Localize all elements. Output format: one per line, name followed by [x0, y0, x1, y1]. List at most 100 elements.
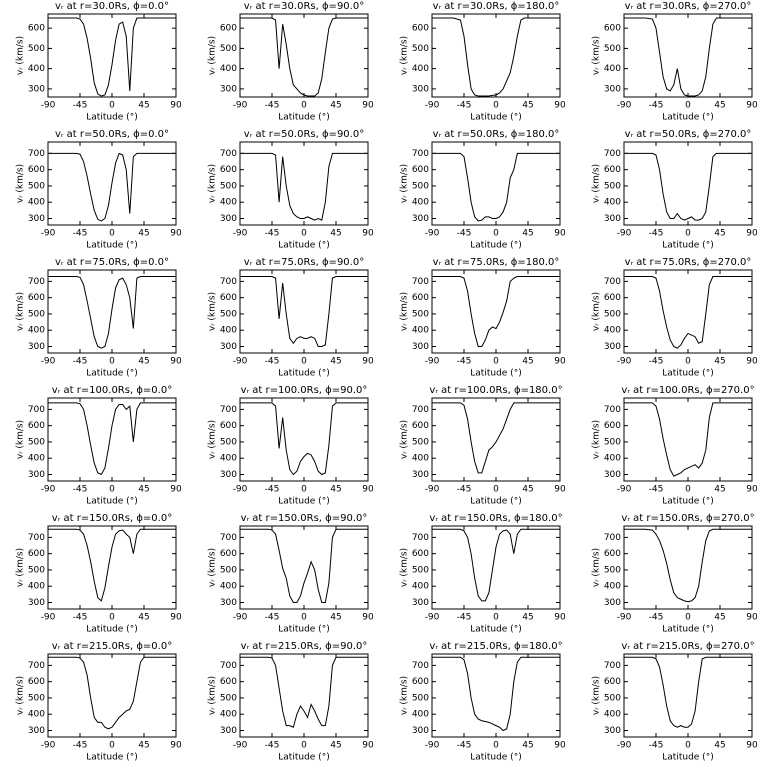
- y-tick-label: 700: [604, 661, 621, 671]
- y-tick-label: 600: [220, 677, 237, 687]
- x-tick-label: -45: [265, 741, 280, 751]
- panel: vᵣ at r=215.0Rs, ϕ=0.0° -90 -45 0 45 90 300 400…: [16, 641, 182, 763]
- y-tick-label: 700: [28, 149, 45, 159]
- data-line: [624, 656, 752, 728]
- panel: vᵣ at r=75.0Rs, ϕ=270.0° -90 -45 0 45 90 300 40…: [592, 257, 758, 379]
- y-tick-label: 300: [220, 726, 237, 736]
- y-tick-label: 300: [28, 214, 45, 224]
- x-tick-label: 90: [170, 741, 182, 751]
- chart-title: vᵣ at r=50.0Rs, ϕ=0.0°: [55, 129, 169, 140]
- x-tick-label: 0: [301, 229, 307, 239]
- y-tick-label: 600: [28, 549, 45, 559]
- plot-frame: [239, 653, 369, 738]
- x-tick-label: 90: [362, 741, 374, 751]
- x-tick-label: -90: [41, 357, 56, 367]
- panel: vᵣ at r=50.0Rs, ϕ=90.0° -90 -45 0 45 90 300 400…: [208, 129, 374, 251]
- chart-title: vᵣ at r=50.0Rs, ϕ=180.0°: [433, 129, 560, 140]
- y-axis-label: vᵣ (km/s): [592, 36, 602, 75]
- y-tick-label: 300: [604, 726, 621, 736]
- x-axis-label: Latitude (°): [278, 369, 329, 379]
- x-tick-label: 90: [170, 229, 182, 239]
- y-tick-label: 400: [220, 582, 237, 592]
- chart-title: vᵣ at r=50.0Rs, ϕ=90.0°: [244, 129, 364, 140]
- y-tick-label: 600: [220, 293, 237, 303]
- x-tick-label: -45: [649, 485, 664, 495]
- x-axis-label: Latitude (°): [470, 113, 521, 123]
- panel: vᵣ at r=100.0Rs, ϕ=90.0° -90 -45 0 45 90 300 40…: [208, 385, 374, 507]
- y-axis-label: vᵣ (km/s): [208, 164, 218, 203]
- x-tick-label: 45: [330, 741, 341, 751]
- x-tick-label: -90: [425, 101, 440, 111]
- y-axis-label: vᵣ (km/s): [592, 292, 602, 331]
- y-axis-label: vᵣ (km/s): [16, 36, 26, 75]
- y-tick-label: 300: [604, 342, 621, 352]
- x-tick-label: 45: [138, 485, 149, 495]
- x-tick-label: 90: [554, 229, 566, 239]
- x-tick-label: -45: [265, 485, 280, 495]
- x-tick-label: 45: [714, 229, 725, 239]
- x-tick-label: -90: [425, 613, 440, 623]
- y-tick-label: 400: [412, 326, 429, 336]
- x-axis-label: Latitude (°): [662, 497, 713, 507]
- x-axis-label: Latitude (°): [470, 625, 521, 635]
- panel: vᵣ at r=75.0Rs, ϕ=0.0° -90 -45 0 45 90 300 400 5…: [16, 257, 182, 379]
- y-axis-label: vᵣ (km/s): [592, 164, 602, 203]
- chart-title: vᵣ at r=100.0Rs, ϕ=90.0°: [241, 385, 368, 396]
- y-tick-label: 600: [412, 293, 429, 303]
- y-tick-label: 400: [604, 454, 621, 464]
- x-axis-label: Latitude (°): [470, 497, 521, 507]
- y-tick-label: 300: [412, 598, 429, 608]
- x-tick-label: 45: [138, 229, 149, 239]
- plot-frame: [623, 269, 753, 354]
- y-tick-label: 700: [220, 533, 237, 543]
- y-tick-label: 400: [220, 64, 237, 74]
- plot-frame: [623, 141, 753, 226]
- x-tick-label: 90: [554, 485, 566, 495]
- chart-title: vᵣ at r=100.0Rs, ϕ=0.0°: [52, 385, 172, 396]
- y-tick-label: 400: [28, 710, 45, 720]
- data-line: [48, 152, 176, 222]
- x-axis-label: Latitude (°): [662, 241, 713, 251]
- x-tick-label: 45: [138, 741, 149, 751]
- y-tick-label: 600: [28, 165, 45, 175]
- y-tick-label: 500: [412, 437, 429, 447]
- panel: vᵣ at r=100.0Rs, ϕ=180.0° -90 -45 0 45 90 300 4…: [400, 385, 566, 507]
- y-tick-label: 400: [604, 582, 621, 592]
- y-axis-label: vᵣ (km/s): [400, 164, 410, 203]
- y-tick-label: 400: [412, 64, 429, 74]
- x-tick-label: -90: [41, 485, 56, 495]
- y-tick-label: 700: [412, 661, 429, 671]
- y-tick-label: 300: [412, 470, 429, 480]
- x-tick-label: -45: [73, 229, 88, 239]
- y-tick-label: 500: [28, 181, 45, 191]
- x-axis-label: Latitude (°): [662, 753, 713, 763]
- y-tick-label: 600: [412, 549, 429, 559]
- data-line: [432, 17, 560, 97]
- y-tick-label: 500: [28, 565, 45, 575]
- x-tick-label: 90: [170, 101, 182, 111]
- y-tick-label: 700: [28, 405, 45, 415]
- y-tick-label: 500: [220, 565, 237, 575]
- x-tick-label: 45: [330, 485, 341, 495]
- x-tick-label: 90: [554, 357, 566, 367]
- x-axis-label: Latitude (°): [86, 497, 137, 507]
- y-tick-label: 600: [412, 421, 429, 431]
- x-axis-label: Latitude (°): [278, 241, 329, 251]
- chart-title: vᵣ at r=75.0Rs, ϕ=270.0°: [625, 257, 752, 268]
- y-tick-label: 600: [604, 24, 621, 34]
- x-axis-label: Latitude (°): [662, 625, 713, 635]
- x-tick-label: 45: [522, 357, 533, 367]
- x-tick-label: -90: [425, 357, 440, 367]
- data-line: [432, 656, 560, 732]
- x-tick-label: -90: [617, 613, 632, 623]
- y-tick-label: 400: [220, 326, 237, 336]
- data-line: [624, 17, 752, 97]
- data-line: [624, 528, 752, 603]
- chart-title: vᵣ at r=150.0Rs, ϕ=180.0°: [429, 513, 562, 524]
- chart-title: vᵣ at r=100.0Rs, ϕ=270.0°: [621, 385, 754, 396]
- x-tick-label: 45: [330, 357, 341, 367]
- x-tick-label: -45: [457, 357, 472, 367]
- x-tick-label: 0: [301, 101, 307, 111]
- x-axis-label: Latitude (°): [662, 369, 713, 379]
- y-tick-label: 700: [412, 277, 429, 287]
